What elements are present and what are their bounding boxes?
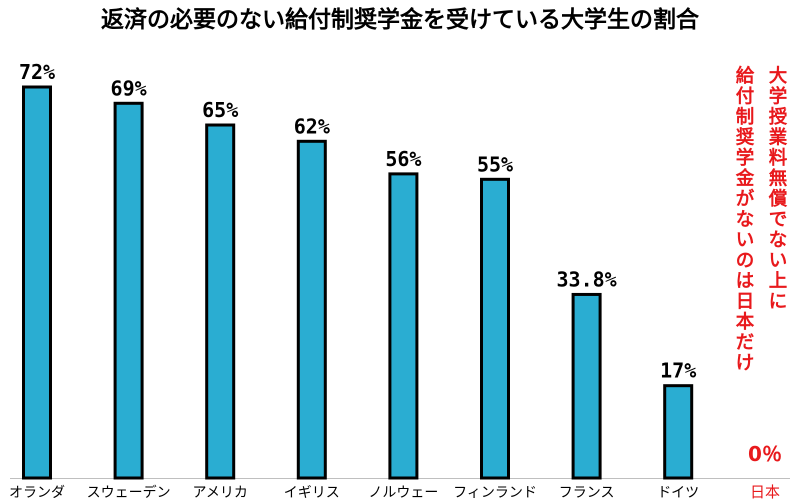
bar-value-label: 55% <box>477 152 513 176</box>
category-label: ドイツ <box>657 485 699 501</box>
bar-1 <box>22 85 52 480</box>
bar-8 <box>663 384 694 480</box>
bar-value-label: 69% <box>111 76 147 100</box>
category-label: フィンランド <box>453 485 537 501</box>
category-label: フランス <box>559 485 615 501</box>
bar-6 <box>480 177 510 480</box>
category-label: イギリス <box>284 485 340 501</box>
japan-value-label: 0％ <box>748 442 782 466</box>
bar-value-label: 17% <box>660 359 696 383</box>
bar-7 <box>571 292 602 480</box>
category-label: オランダ <box>9 485 65 501</box>
bar-value-label: 72% <box>19 60 55 84</box>
category-label: スウェーデン <box>87 484 171 501</box>
japan-annotation-column-2: 給付制奨学金がないのは日本だけ <box>735 65 755 374</box>
bar-2 <box>113 101 144 480</box>
chart-title: 返済の必要のない給付制奨学金を受けている大学生の割合 <box>101 6 700 33</box>
bar-3 <box>205 123 236 480</box>
japan-annotation-column-1: 大学授業料無償でない上に <box>768 65 788 313</box>
japan-category-label: 日本 <box>750 483 780 501</box>
bar-value-label: 33.8% <box>556 267 616 291</box>
bar-value-label: 56% <box>385 147 421 171</box>
bar-value-label: 62% <box>294 114 330 138</box>
category-label: アメリカ <box>193 485 248 501</box>
bar-5 <box>388 172 419 480</box>
bars-group: 72% オランダ 69% スウェーデン 65% アメリカ 62% イギリス 56% ノルウェー 55… <box>9 60 790 501</box>
bar-value-label: 65% <box>202 98 238 122</box>
category-label: ノルウェー <box>368 485 438 501</box>
bar-4 <box>296 139 327 480</box>
